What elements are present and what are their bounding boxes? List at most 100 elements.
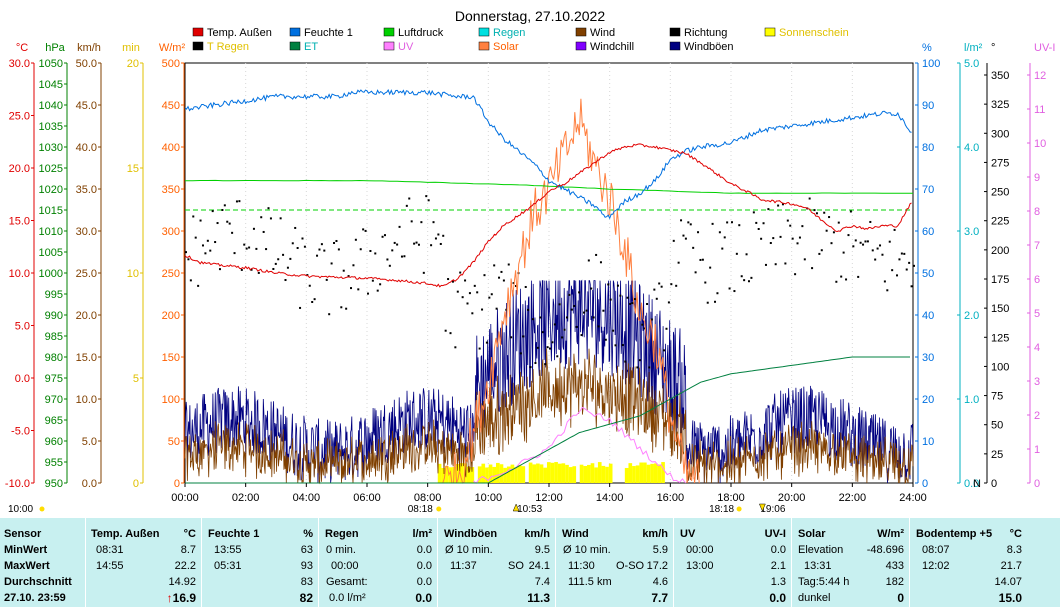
left-axis-unit: hPa (45, 42, 65, 54)
sunshine-bar (628, 463, 633, 483)
direction-point (267, 207, 270, 210)
solar-row2-label: 13:31 (804, 560, 832, 572)
direction-point (228, 222, 231, 225)
direction-point (257, 271, 260, 274)
direction-point (847, 234, 850, 237)
direction-point (248, 246, 251, 249)
direction-point (881, 253, 884, 256)
humidity-header: Feuchte 1 (208, 528, 260, 540)
direction-point (546, 346, 549, 349)
left-tick-label: 1040 (39, 100, 63, 112)
direction-point (891, 269, 894, 272)
direction-point (345, 307, 348, 310)
direction-point (888, 240, 891, 243)
gust-header: Windböen (444, 528, 498, 540)
left-tick-label: -5.0 (11, 426, 30, 438)
rain-row2-label: 00:00 (331, 560, 359, 572)
x-tick-label: 10:00 (475, 492, 503, 504)
direction-point (755, 221, 758, 224)
right-tick-label: 4 (1034, 342, 1040, 354)
temp-min-time: 08:31 (96, 544, 124, 556)
direction-point (614, 344, 617, 347)
direction-point (221, 208, 224, 211)
direction-point (757, 227, 760, 230)
sunshine-bar (459, 463, 464, 483)
direction-point (318, 248, 321, 251)
right-tick-label: 175 (991, 274, 1009, 286)
direction-point (299, 306, 302, 309)
direction-point (512, 282, 515, 285)
left-tick-label: 45.0 (76, 100, 97, 112)
direction-point (352, 264, 355, 267)
direction-point (233, 252, 236, 255)
direction-point (578, 291, 581, 294)
direction-point (464, 279, 467, 282)
direction-point (549, 347, 551, 350)
direction-point (592, 316, 595, 319)
right-tick-label: 25 (991, 449, 1003, 461)
direction-point (612, 329, 615, 332)
solar-unit: W/m² (877, 528, 904, 540)
direction-point (638, 359, 641, 362)
sunshine-bar (632, 466, 636, 483)
right-tick-label: 9 (1034, 172, 1040, 184)
left-tick-label: 50 (168, 436, 180, 448)
left-tick-label: 1000 (39, 268, 63, 280)
legend-label: Feuchte 1 (304, 27, 353, 39)
legend-swatch (289, 27, 301, 37)
left-tick-label: 30.0 (76, 226, 97, 238)
sunshine-bar (506, 466, 511, 483)
direction-point (476, 291, 479, 294)
rain-header: Regen (325, 528, 359, 540)
direction-point (243, 243, 246, 246)
direction-point (825, 229, 828, 232)
wind-row2-value: 17.2 (646, 560, 668, 572)
direction-point (852, 245, 855, 248)
soil-header: Bodentemp +5 (916, 528, 993, 540)
direction-point (633, 298, 636, 301)
humidity-unit: % (303, 528, 313, 540)
direction-point (808, 197, 811, 200)
direction-point (587, 259, 590, 262)
wind-row2-label: 11:30 (568, 560, 595, 572)
right-tick-label: 1 (1034, 444, 1040, 456)
sunshine-bar (543, 467, 547, 483)
temp-max-value: 22.2 (174, 560, 196, 572)
right-tick-label: 125 (991, 332, 1009, 344)
direction-point (337, 248, 340, 251)
direction-point (466, 302, 469, 305)
direction-point (316, 254, 319, 257)
sunshine-bar (532, 464, 537, 483)
left-tick-label: 20.0 (76, 310, 97, 322)
left-axis-unit: W/m² (159, 42, 186, 54)
right-tick-label: 8 (1034, 206, 1040, 218)
solar-row1-value: -48.696 (866, 544, 904, 556)
sunshine-bar (590, 463, 595, 483)
right-tick-label: 150 (991, 303, 1009, 315)
wind-row2-direction: O-SO (616, 560, 645, 572)
x-tick-label: 06:00 (353, 492, 381, 504)
right-tick-label: 100 (991, 361, 1009, 373)
series-solar (442, 98, 700, 484)
sunshine-bar (657, 464, 662, 483)
axis-start-label: 10:00 (8, 504, 33, 515)
direction-point (437, 233, 440, 236)
min-label: MinWert (4, 544, 48, 556)
direction-point (500, 270, 503, 273)
direction-point (192, 215, 195, 218)
gust-row2-value: 24.1 (528, 560, 550, 572)
direction-point (641, 323, 644, 326)
direction-point (718, 231, 721, 234)
direction-point (524, 285, 527, 288)
legend-swatch (383, 27, 395, 37)
soil-current: 15.0 (998, 591, 1022, 605)
left-tick-label: 960 (45, 436, 63, 448)
left-axis-unit: °C (16, 42, 28, 54)
left-tick-label: 40.0 (76, 142, 97, 154)
humidity-max-time: 05:31 (214, 560, 242, 572)
direction-point (599, 261, 602, 264)
direction-point (864, 240, 867, 243)
direction-point (189, 279, 192, 282)
direction-point (733, 290, 736, 293)
wind-row3-label: 111.5 km (568, 576, 612, 588)
